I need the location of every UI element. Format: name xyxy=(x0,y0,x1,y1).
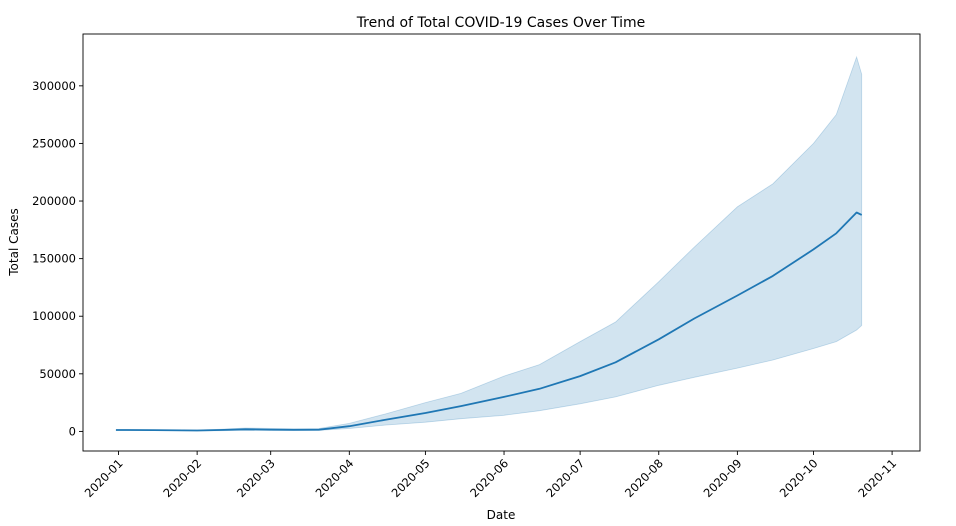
y-axis-label: Total Cases xyxy=(7,208,21,276)
y-tick-label: 50000 xyxy=(39,367,76,381)
x-tick-label: 2020-02 xyxy=(160,456,204,500)
x-tick-label: 2020-07 xyxy=(543,456,587,500)
x-axis: 2020-01 2020-02 2020-03 2020-04 2020-05 2020-… xyxy=(82,451,899,500)
x-tick-label: 2020-01 xyxy=(82,456,126,500)
x-tick-label: 2020-10 xyxy=(777,456,821,500)
confidence-band xyxy=(115,55,863,432)
y-tick-label: 0 xyxy=(69,424,76,438)
x-tick-label: 2020-08 xyxy=(622,456,666,500)
y-tick-label: 200000 xyxy=(32,194,76,208)
chart-title: Trend of Total COVID-19 Cases Over Time xyxy=(356,15,646,31)
x-tick-label: 2020-05 xyxy=(389,456,433,500)
x-tick-label: 2020-09 xyxy=(701,456,745,500)
x-tick-label: 2020-03 xyxy=(234,456,278,500)
y-axis: 0 50000 100000 150000 200000 250000 300000 xyxy=(32,79,83,438)
series-line xyxy=(115,211,863,432)
y-tick-label: 300000 xyxy=(32,79,76,93)
y-tick-label: 150000 xyxy=(32,252,76,266)
y-tick-label: 250000 xyxy=(32,136,76,150)
x-tick-label: 2020-06 xyxy=(467,456,511,500)
x-tick-label: 2020-04 xyxy=(313,456,357,500)
y-tick-label: 100000 xyxy=(32,309,76,323)
x-axis-label: Date xyxy=(487,508,516,522)
plot-frame xyxy=(82,33,921,452)
plot-area xyxy=(115,55,863,432)
x-tick-label: 2020-11 xyxy=(855,456,899,500)
